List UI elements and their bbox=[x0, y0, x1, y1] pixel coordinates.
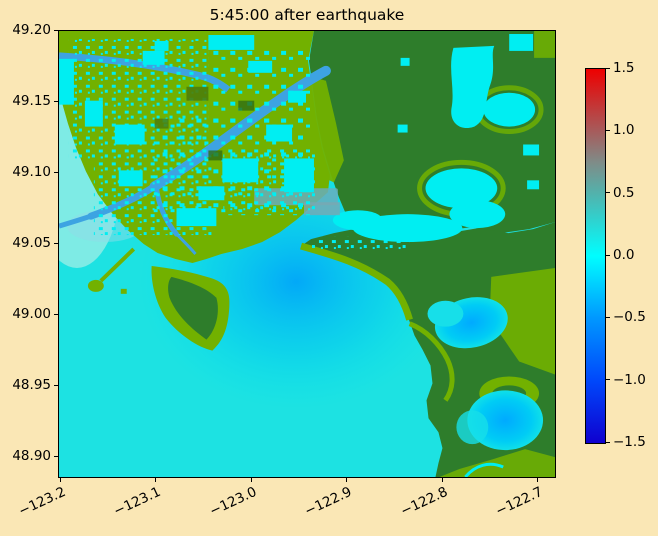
colorbar-tick bbox=[606, 441, 610, 443]
colorbar bbox=[585, 68, 606, 444]
colorbar-tick-label: 0.0 bbox=[613, 247, 635, 263]
y-tick-label: 48.90 bbox=[12, 448, 51, 465]
y-tick bbox=[54, 29, 58, 31]
y-tick bbox=[54, 313, 58, 315]
y-tick-label: 49.05 bbox=[12, 235, 51, 252]
peninsula-layer bbox=[87, 247, 230, 351]
colorbar-tick bbox=[606, 254, 610, 256]
x-tick bbox=[155, 478, 157, 482]
colorbar-gradient bbox=[586, 69, 605, 443]
y-tick-label: 49.15 bbox=[12, 93, 51, 110]
colorbar-tick-label: −1.5 bbox=[613, 434, 646, 450]
x-tick bbox=[60, 478, 61, 482]
x-tick-label: −122.8 bbox=[397, 483, 450, 520]
x-tick-label: −122.7 bbox=[493, 483, 546, 520]
colorbar-tick-label: 1.0 bbox=[613, 122, 635, 139]
colorbar-tick-label: −1.0 bbox=[613, 371, 646, 388]
plot-title: 5:45:00 after earthquake bbox=[209, 6, 405, 24]
x-tick bbox=[346, 478, 348, 482]
colorbar-tick bbox=[606, 192, 610, 194]
x-tick-label: −123.0 bbox=[206, 483, 259, 520]
colorbar-tick-label: 0.5 bbox=[613, 184, 635, 201]
y-tick bbox=[54, 242, 58, 244]
y-tick bbox=[54, 171, 58, 173]
x-tick bbox=[537, 478, 538, 482]
map-image bbox=[59, 31, 555, 477]
y-tick-label: 49.20 bbox=[12, 22, 51, 38]
y-tick-label: 48.95 bbox=[12, 377, 51, 394]
colorbar-tick bbox=[606, 129, 610, 131]
y-tick bbox=[54, 100, 58, 102]
colorbar-tick-label: 1.5 bbox=[613, 60, 635, 76]
x-tick-label: −122.9 bbox=[302, 483, 355, 520]
colorbar-tick-label: −0.5 bbox=[613, 309, 646, 326]
colorbar-tick bbox=[606, 379, 610, 381]
y-tick-label: 49.00 bbox=[12, 306, 51, 323]
colorbar-tick bbox=[606, 316, 610, 318]
flood-and-lakes-layer bbox=[332, 33, 544, 477]
flood-speckle-layer bbox=[59, 34, 410, 253]
y-tick bbox=[54, 455, 58, 457]
x-tick-label: −123.2 bbox=[16, 483, 69, 520]
x-tick-label: −123.1 bbox=[111, 483, 164, 520]
map-plot-area bbox=[58, 30, 556, 478]
x-tick bbox=[250, 478, 252, 482]
y-tick-label: 49.10 bbox=[12, 164, 51, 181]
y-tick bbox=[54, 384, 58, 386]
x-tick bbox=[441, 478, 443, 482]
colorbar-tick bbox=[606, 67, 610, 69]
